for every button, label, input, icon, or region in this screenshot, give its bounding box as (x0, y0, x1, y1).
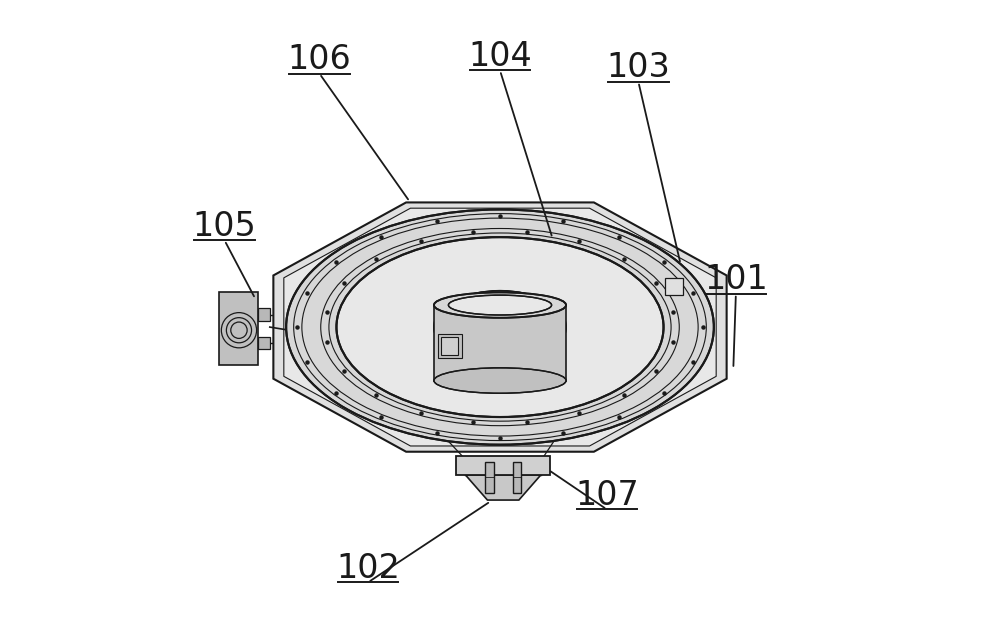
Text: 103: 103 (607, 52, 670, 84)
Text: 104: 104 (468, 40, 532, 73)
Bar (258, 308, 270, 321)
Bar (513, 462, 521, 493)
Bar (441, 337, 458, 355)
Bar (665, 278, 683, 296)
Polygon shape (273, 203, 727, 452)
Bar (438, 334, 462, 358)
Text: 102: 102 (336, 552, 400, 585)
Ellipse shape (434, 368, 566, 393)
Text: 107: 107 (575, 479, 639, 512)
Bar (485, 462, 494, 493)
Polygon shape (219, 292, 258, 365)
Bar (258, 337, 270, 349)
Bar (456, 456, 550, 475)
Ellipse shape (336, 237, 664, 417)
Text: 105: 105 (193, 210, 256, 243)
Text: 101: 101 (704, 264, 768, 296)
Ellipse shape (286, 209, 714, 445)
Ellipse shape (434, 291, 566, 364)
Polygon shape (284, 208, 716, 446)
Polygon shape (465, 475, 541, 500)
Ellipse shape (448, 295, 552, 315)
Ellipse shape (434, 292, 566, 318)
Polygon shape (434, 305, 566, 381)
Text: 106: 106 (288, 43, 351, 76)
